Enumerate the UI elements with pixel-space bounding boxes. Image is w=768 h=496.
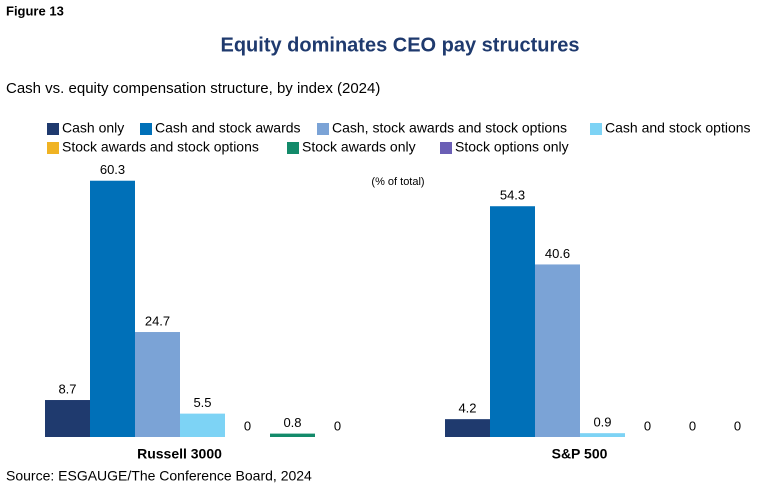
legend-label: Cash, stock awards and stock options — [332, 120, 567, 136]
bar — [180, 413, 225, 437]
chart-title: Equity dominates CEO pay structures — [221, 34, 580, 56]
bar — [90, 180, 135, 437]
data-label: 60.3 — [100, 162, 125, 177]
legend-swatch — [317, 123, 329, 135]
legend-label: Stock awards and stock options — [62, 139, 259, 155]
bar — [270, 433, 315, 437]
legend-swatch — [440, 142, 452, 154]
bar — [580, 433, 625, 437]
chart-subtitle: Cash vs. equity compensation structure, … — [6, 80, 380, 97]
data-label: 24.7 — [145, 313, 170, 328]
data-label: 0 — [689, 418, 696, 433]
data-label: 0 — [644, 418, 651, 433]
bar — [445, 419, 490, 437]
data-label: 54.3 — [500, 188, 525, 203]
legend-label: Stock awards only — [302, 139, 416, 155]
legend-label: Stock options only — [455, 139, 569, 155]
bar — [135, 332, 180, 437]
x-tick-label: Russell 3000 — [137, 446, 222, 462]
data-label: 0.9 — [593, 415, 611, 430]
unit-label: (% of total) — [371, 176, 424, 188]
legend-swatch — [590, 123, 602, 135]
legend-swatch — [47, 142, 59, 154]
legend-label: Cash and stock options — [605, 120, 751, 136]
bar — [45, 400, 90, 437]
legend-swatch — [140, 123, 152, 135]
figure-label: Figure 13 — [6, 3, 64, 18]
source: Source: ESGAUGE/The Conference Board, 20… — [6, 468, 312, 484]
legend-label: Cash only — [62, 120, 124, 136]
x-tick-label: S&P 500 — [552, 446, 608, 462]
legend-swatch — [47, 123, 59, 135]
data-label: 0 — [734, 418, 741, 433]
legend-label: Cash and stock awards — [155, 120, 301, 136]
data-label: 40.6 — [545, 246, 570, 261]
data-label: 0 — [244, 418, 251, 433]
legend-swatch — [287, 142, 299, 154]
data-label: 4.2 — [458, 401, 476, 416]
bar — [535, 264, 580, 437]
data-label: 8.7 — [58, 381, 76, 396]
data-label: 0.8 — [283, 415, 301, 430]
data-label: 0 — [334, 418, 341, 433]
bar — [490, 206, 535, 437]
data-label: 5.5 — [193, 395, 211, 410]
